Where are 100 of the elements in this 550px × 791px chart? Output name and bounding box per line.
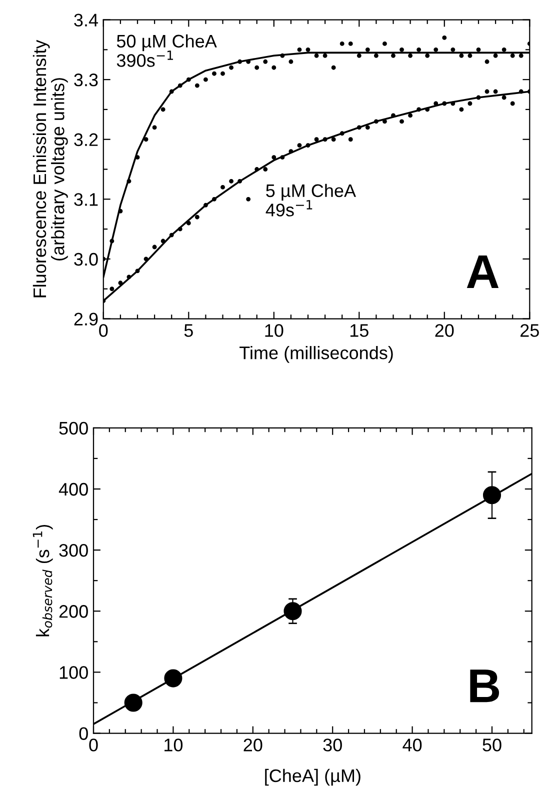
point (518, 89, 524, 94)
annotation: B (470, 670, 500, 702)
point (400, 119, 404, 124)
point (331, 137, 336, 142)
y-tick-label: 3.1 (74, 193, 98, 206)
x-tick-label: 20 (244, 738, 262, 752)
point (340, 131, 344, 136)
point (510, 101, 515, 106)
point (502, 47, 506, 52)
point (518, 53, 524, 58)
point (280, 155, 285, 160)
point (169, 89, 174, 94)
point (144, 137, 148, 142)
point (135, 268, 140, 274)
point (340, 41, 344, 46)
point (306, 47, 310, 52)
point (493, 89, 498, 94)
point (400, 47, 404, 52)
y-tick-label: 3.0 (74, 252, 98, 266)
point (272, 65, 276, 70)
point (238, 59, 242, 64)
x-tick-label: 25 (520, 324, 539, 337)
point (212, 196, 216, 202)
point (203, 77, 208, 82)
point (391, 113, 396, 118)
y-tick-label: 3.3 (74, 74, 98, 86)
point (442, 35, 447, 40)
point (160, 238, 166, 244)
point (450, 47, 456, 52)
point (144, 256, 148, 262)
point (186, 77, 191, 82)
point (110, 238, 114, 244)
point (288, 149, 294, 154)
point (425, 107, 430, 112)
y-axis-title: Fluorescence Emission Intensity (arbitrary voltage units) (32, 40, 68, 298)
point (322, 53, 328, 58)
point (110, 286, 114, 292)
point (203, 202, 208, 208)
point (280, 53, 285, 58)
point (194, 83, 200, 88)
point (314, 137, 319, 142)
point (434, 47, 438, 52)
point (468, 101, 472, 106)
point (118, 280, 123, 286)
point (434, 101, 438, 106)
point (272, 155, 276, 160)
point (186, 220, 191, 226)
point (416, 47, 422, 52)
y-tick-label: 200 (59, 605, 88, 618)
point (212, 71, 216, 76)
point (468, 53, 472, 58)
point (356, 125, 362, 130)
x-tick-label: 20 (435, 324, 454, 337)
point (502, 95, 506, 100)
point (493, 53, 498, 58)
point (314, 53, 319, 58)
point (365, 47, 370, 52)
point (476, 95, 481, 100)
point (254, 65, 260, 70)
x-tick-label: 5 (184, 324, 193, 337)
point (263, 59, 268, 64)
y-axis-title: k$_{observed}$ (s$^{−1}$) (32, 524, 53, 636)
y-tick-label: 3.2 (74, 133, 98, 146)
point (118, 208, 123, 214)
y-tick-label: 2.9 (74, 312, 98, 326)
point (194, 214, 200, 220)
point (459, 107, 464, 112)
y-tick-label: 500 (59, 422, 88, 435)
point (442, 101, 447, 106)
x-axis-title: [CheA] (µM) (265, 768, 360, 786)
point (408, 113, 413, 118)
point (169, 232, 174, 238)
x-tick-label: 50 (482, 738, 502, 752)
point (459, 53, 464, 58)
x-tick-label: 10 (164, 738, 183, 752)
y-tick-label: 400 (58, 482, 88, 496)
point (484, 59, 490, 64)
annotation: 5 µM CheA 49s$^{−1}$ (266, 184, 356, 216)
point (391, 53, 396, 58)
point (382, 119, 387, 124)
point (164, 669, 182, 688)
x-axis-title: Time (milliseconds) (240, 346, 393, 363)
point (126, 274, 132, 280)
point (288, 59, 294, 64)
point (229, 179, 234, 184)
x-tick-label: 15 (350, 324, 368, 337)
point (348, 137, 353, 142)
point (246, 196, 251, 202)
point (238, 179, 242, 184)
point (374, 119, 378, 124)
point (450, 101, 456, 106)
point (178, 226, 182, 232)
annotation: A (466, 256, 499, 288)
point (322, 137, 328, 142)
point (254, 167, 260, 172)
point (476, 47, 481, 52)
point (284, 602, 302, 620)
point (152, 125, 157, 130)
point (124, 694, 142, 712)
point (152, 244, 157, 250)
